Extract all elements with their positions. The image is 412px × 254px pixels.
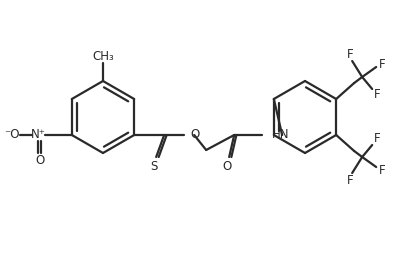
- Text: HN: HN: [272, 129, 290, 141]
- Text: N⁺: N⁺: [30, 129, 45, 141]
- Text: F: F: [374, 133, 381, 146]
- Text: F: F: [379, 164, 386, 177]
- Text: O: O: [222, 160, 232, 172]
- Text: F: F: [374, 88, 381, 102]
- Text: F: F: [347, 47, 353, 60]
- Text: O: O: [35, 154, 44, 167]
- Text: O: O: [190, 129, 199, 141]
- Text: F: F: [379, 57, 386, 71]
- Text: S: S: [150, 160, 158, 172]
- Text: ⁻O: ⁻O: [4, 129, 20, 141]
- Text: CH₃: CH₃: [92, 50, 114, 62]
- Text: F: F: [347, 173, 353, 186]
